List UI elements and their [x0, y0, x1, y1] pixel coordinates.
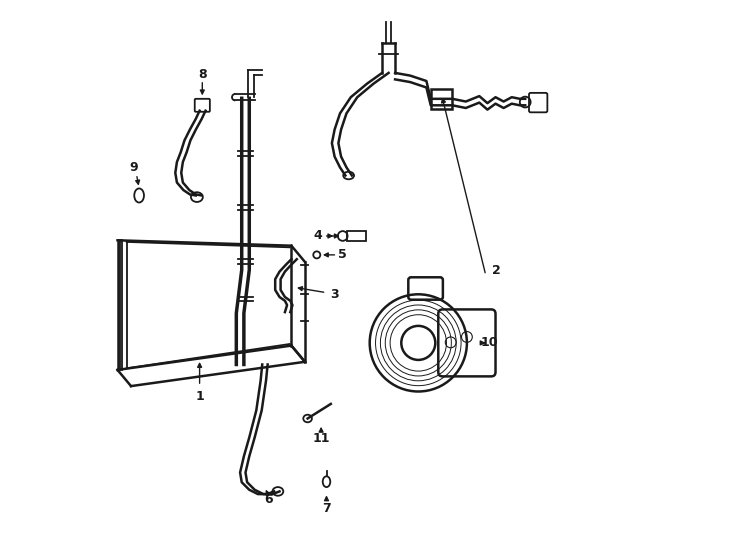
Text: 5: 5: [338, 248, 347, 261]
Text: 9: 9: [129, 161, 138, 174]
Text: 3: 3: [330, 288, 339, 301]
Text: 1: 1: [195, 390, 204, 403]
Text: 10: 10: [480, 336, 498, 349]
Text: 7: 7: [322, 502, 331, 515]
Text: 4: 4: [313, 230, 321, 242]
Text: 8: 8: [198, 68, 206, 81]
Text: 6: 6: [264, 493, 273, 506]
Text: 2: 2: [493, 264, 501, 276]
Text: 11: 11: [313, 432, 330, 445]
